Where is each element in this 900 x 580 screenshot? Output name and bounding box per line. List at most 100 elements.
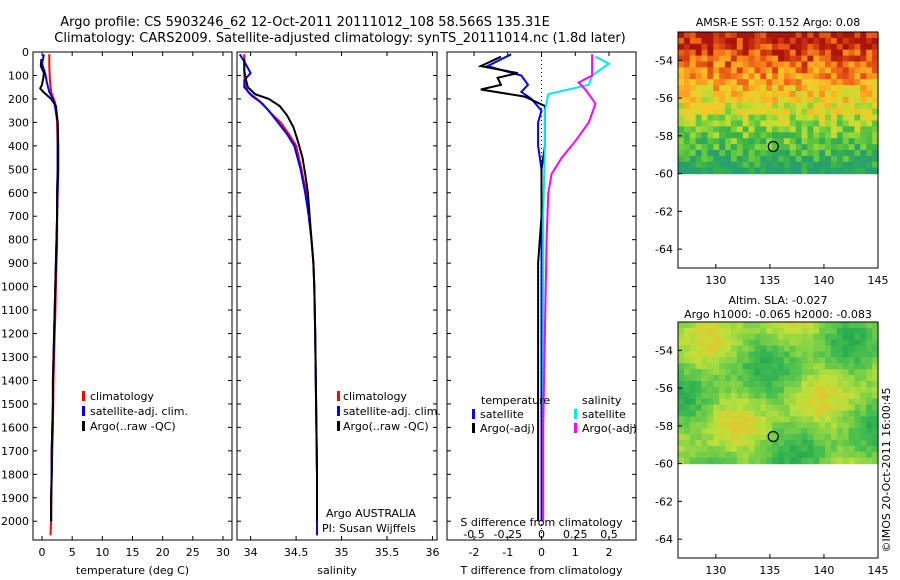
sla-map-cell bbox=[707, 369, 714, 376]
depth-tick-label: 0 bbox=[22, 46, 29, 59]
sla-map-cell bbox=[801, 404, 809, 412]
sst-map-cell bbox=[789, 61, 797, 68]
sla-map-cell bbox=[701, 440, 709, 447]
temperature-xtick-label: 20 bbox=[156, 546, 170, 559]
sst-map-cell bbox=[713, 132, 720, 139]
sst-map-cell bbox=[707, 161, 714, 169]
sst-map-cell bbox=[736, 79, 744, 86]
sst-map-xtick-label: 135 bbox=[759, 274, 780, 287]
sst-map-cell bbox=[713, 161, 720, 169]
sla-map-cell bbox=[783, 440, 791, 447]
sla-map-cell bbox=[813, 339, 820, 347]
sla-map-cell bbox=[854, 322, 861, 329]
sst-map-cell bbox=[789, 55, 797, 63]
sla-map-cell bbox=[701, 375, 709, 382]
sst-map-cell bbox=[872, 126, 879, 133]
sla-map-cell bbox=[795, 451, 803, 459]
sla-map-cell bbox=[825, 451, 832, 459]
sst-map-cell bbox=[866, 114, 873, 122]
sst-map-cell bbox=[689, 161, 697, 169]
sst-map-cell bbox=[695, 37, 703, 45]
depth-tick-label: 400 bbox=[8, 140, 29, 153]
sla-map-cell bbox=[830, 327, 838, 335]
sla-map-cell bbox=[730, 416, 738, 423]
sla-map-cell bbox=[813, 357, 820, 364]
sla-map-cell bbox=[748, 351, 756, 358]
salinity-legend-swatch bbox=[337, 421, 340, 431]
sst-map-cell bbox=[772, 132, 779, 139]
sst-map-cell bbox=[807, 102, 814, 110]
sla-map-cell bbox=[695, 422, 703, 429]
sla-map-cell bbox=[854, 351, 861, 358]
sst-map-cell bbox=[730, 49, 738, 57]
sla-map-cell bbox=[742, 457, 750, 465]
sla-map-cell bbox=[866, 392, 873, 400]
sst-map-cell bbox=[701, 37, 709, 45]
sst-map-cell bbox=[719, 161, 726, 169]
sst-map-cell bbox=[801, 150, 809, 157]
sla-map-cell bbox=[683, 410, 691, 417]
sst-map-cell bbox=[772, 32, 779, 39]
sst-map-cell bbox=[789, 108, 797, 116]
sst-map-cell bbox=[683, 49, 691, 57]
sst-map-cell bbox=[872, 155, 879, 163]
sst-map-cell bbox=[754, 32, 761, 39]
sst-map-cell bbox=[783, 150, 791, 157]
difference-legend-swatch bbox=[472, 409, 475, 419]
sst-map-cell bbox=[766, 102, 773, 110]
sla-map-cell bbox=[801, 345, 809, 353]
sst-map-cell bbox=[736, 108, 744, 116]
sla-map-cell bbox=[736, 392, 744, 400]
sst-map-cell bbox=[830, 96, 838, 104]
depth-tick-label: 1300 bbox=[1, 351, 29, 364]
sst-map-cell bbox=[825, 102, 832, 110]
sst-map-cell bbox=[783, 55, 791, 63]
sla-map-cell bbox=[801, 398, 809, 406]
sst-map-cell bbox=[795, 102, 803, 110]
sla-map-cell bbox=[842, 434, 850, 441]
sst-map-cell bbox=[683, 161, 691, 169]
difference-legend-swatch bbox=[472, 423, 475, 433]
sla-map-cell bbox=[783, 398, 791, 406]
sla-map-cell bbox=[695, 445, 703, 453]
sst-map-cell bbox=[842, 55, 850, 63]
sla-map-cell bbox=[719, 445, 726, 453]
sst-map-cell bbox=[725, 167, 732, 175]
sla-map-cell bbox=[766, 398, 773, 406]
sst-map-cell bbox=[801, 120, 809, 127]
sla-map-cell bbox=[719, 398, 726, 406]
sla-map-cell bbox=[872, 451, 879, 459]
sla-map-cell bbox=[683, 445, 691, 453]
sst-map-cell bbox=[860, 144, 867, 151]
sst-map-cell bbox=[842, 138, 850, 145]
depth-tick-label: 100 bbox=[8, 69, 29, 82]
sla-map-cell bbox=[825, 428, 832, 435]
sla-map-cell bbox=[836, 381, 844, 388]
sla-map-cell bbox=[772, 345, 779, 353]
sla-map-cell bbox=[836, 339, 844, 347]
sla-map-cell bbox=[778, 457, 785, 465]
sla-map-cell bbox=[854, 451, 861, 459]
sst-map-cell bbox=[860, 155, 867, 163]
sst-map-cell bbox=[848, 61, 856, 68]
sla-map-cell bbox=[819, 440, 826, 447]
sst-map-cell bbox=[742, 114, 750, 122]
sst-map-cell bbox=[866, 43, 873, 51]
sla-map-cell bbox=[789, 392, 797, 400]
sst-map-cell bbox=[725, 73, 732, 80]
sla-map-cell bbox=[801, 445, 809, 453]
sst-map-cell bbox=[725, 108, 732, 116]
sst-map-cell bbox=[789, 32, 797, 39]
sst-map-cell bbox=[783, 138, 791, 145]
sst-map-cell bbox=[801, 144, 809, 151]
sst-map-cell bbox=[795, 155, 803, 163]
temperature-legend-label: Argo(..raw -QC) bbox=[90, 420, 176, 433]
sla-map-cell bbox=[678, 457, 685, 465]
sla-map-cell bbox=[730, 398, 738, 406]
sla-map-ytick-label: -56 bbox=[655, 382, 673, 395]
sst-map-cell bbox=[701, 132, 709, 139]
sla-map-cell bbox=[842, 351, 850, 358]
sla-map-cell bbox=[754, 445, 761, 453]
temperature-xlabel: temperature (deg C) bbox=[76, 564, 189, 577]
sst-map-cell bbox=[754, 96, 761, 104]
